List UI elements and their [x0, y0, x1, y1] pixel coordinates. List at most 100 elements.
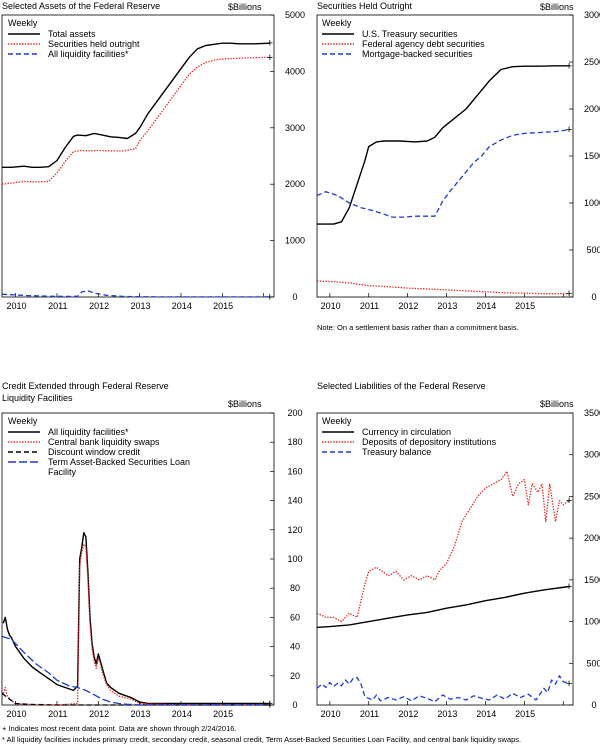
chart-panel-1: Selected Assets of the Federal Reserve $B… [1, 1, 305, 311]
y-tick-label: 2000 [584, 533, 600, 543]
last-point-marker: + [566, 495, 572, 507]
chart-title: Selected Liabilities of the Federal Rese… [317, 381, 486, 391]
y-tick-label: 5000 [285, 10, 305, 20]
chart-title: Selected Assets of the Federal Reserve [2, 1, 160, 11]
y-tick-label: 180 [287, 437, 302, 447]
legend-label: U.S. Treasury securities [362, 29, 458, 39]
series-line-2 [1, 56, 270, 185]
plot-frame [316, 412, 574, 706]
chart-title: Securities Held Outright [317, 1, 413, 11]
series-line-2 [316, 280, 570, 295]
y-tick-label: 120 [287, 525, 302, 535]
y-tick-label: 0 [292, 292, 297, 302]
x-tick-label: 2014 [476, 301, 496, 311]
x-tick-label: 2010 [321, 709, 341, 719]
last-point-marker: + [267, 291, 273, 303]
x-tick-label: 2013 [130, 709, 150, 719]
y-tick-label: 3000 [285, 123, 305, 133]
y-tick-label: 0 [292, 700, 297, 710]
x-tick-label: 2015 [213, 709, 233, 719]
series-line-2 [2, 543, 270, 706]
y-tick-label: 2500 [584, 491, 600, 501]
legend-label: All liquidity facilities* [48, 49, 129, 59]
last-point-marker: + [267, 700, 273, 712]
y-tick-label: 1000 [584, 617, 600, 627]
y-tick-label: 500 [586, 245, 600, 255]
y-tick-label: 40 [290, 642, 300, 652]
chart-title: Credit Extended through Federal Reserve [2, 381, 169, 391]
y-tick-label: 500 [586, 658, 600, 668]
x-tick-label: 2012 [398, 709, 418, 719]
y-tick-label: 3000 [584, 450, 600, 460]
unit-label: $Billions [540, 2, 574, 12]
series-line-2 [316, 470, 570, 623]
legend-label: Securities held outright [48, 39, 140, 49]
last-point-marker: + [566, 124, 572, 136]
unit-label: $Billions [228, 2, 262, 12]
last-point-marker: + [566, 581, 572, 593]
legend-label: Currency in circulation [362, 427, 451, 437]
y-tick-label: 160 [287, 466, 302, 476]
unit-label: $Billions [540, 399, 574, 409]
series-line-1 [2, 42, 270, 169]
y-tick-label: 2000 [285, 179, 305, 189]
x-tick-label: 2013 [437, 301, 457, 311]
x-tick-label: 2014 [172, 709, 192, 719]
x-tick-label: 2012 [89, 301, 109, 311]
y-tick-label: 1500 [584, 575, 600, 585]
series-line-3 [1, 290, 270, 298]
y-tick-label: 3500 [584, 408, 600, 418]
x-tick-label: 2011 [360, 301, 379, 311]
x-tick-label: 2014 [476, 709, 496, 719]
legend-label: Federal agency debt securities [362, 39, 485, 49]
plot-frame [1, 14, 275, 298]
series-line-1 [317, 65, 570, 225]
series-line-1 [2, 532, 270, 705]
x-tick-label: 2012 [398, 301, 418, 311]
legend-title: Weekly [322, 18, 352, 28]
y-tick-label: 1000 [584, 198, 600, 208]
x-tick-label: 2013 [437, 709, 457, 719]
chart-note: Note: On a settlement basis rather than … [317, 323, 519, 332]
legend-label: Deposits of depository institutions [362, 437, 497, 447]
chart-panel-3: Credit Extended through Federal Reserve L… [1, 381, 303, 719]
x-tick-label: 2011 [48, 709, 67, 719]
legend-label: All liquidity facilities* [48, 427, 129, 437]
y-tick-label: 100 [287, 554, 302, 564]
x-tick-label: 2010 [6, 709, 26, 719]
legend-title: Weekly [8, 416, 38, 426]
last-point-marker: + [267, 38, 273, 50]
legend-title: Weekly [8, 18, 38, 28]
y-tick-label: 1500 [584, 151, 600, 161]
unit-label: $Billions [228, 399, 262, 409]
y-tick-label: 80 [290, 583, 300, 593]
legend-label: Term Asset-Backed Securities Loan [48, 457, 190, 467]
footnote-plus: + Indicates most recent data point. Data… [2, 724, 237, 733]
y-tick-label: 2000 [584, 104, 600, 114]
legend-label: Facility [48, 467, 77, 477]
y-tick-label: 0 [591, 292, 596, 302]
legend-title: Weekly [322, 416, 352, 426]
y-tick-label: 0 [591, 700, 596, 710]
y-tick-label: 2500 [584, 57, 600, 67]
legend-label: Mortgage-backed securities [362, 49, 473, 59]
x-tick-label: 2011 [360, 709, 379, 719]
x-tick-label: 2013 [130, 301, 150, 311]
legend-label: Total assets [48, 29, 96, 39]
y-tick-label: 1000 [285, 236, 305, 246]
last-point-marker: + [566, 288, 572, 300]
y-tick-label: 140 [287, 496, 302, 506]
series-line-3 [316, 675, 570, 703]
chart-title: Liquidity Facilities [2, 393, 73, 403]
chart-panel-4: Selected Liabilities of the Federal Rese… [316, 381, 600, 719]
x-tick-label: 2010 [6, 301, 26, 311]
x-tick-label: 2011 [48, 301, 67, 311]
x-tick-label: 2015 [515, 301, 535, 311]
footnote-star: * All liquidity facilities includes prim… [2, 735, 522, 744]
series-line-1 [316, 585, 570, 629]
series-line-4 [1, 635, 270, 706]
series-line-3 [316, 129, 570, 218]
last-point-marker: + [566, 678, 572, 690]
chart-panel-2: Securities Held Outright $Billions 0 500 100… [316, 1, 600, 332]
